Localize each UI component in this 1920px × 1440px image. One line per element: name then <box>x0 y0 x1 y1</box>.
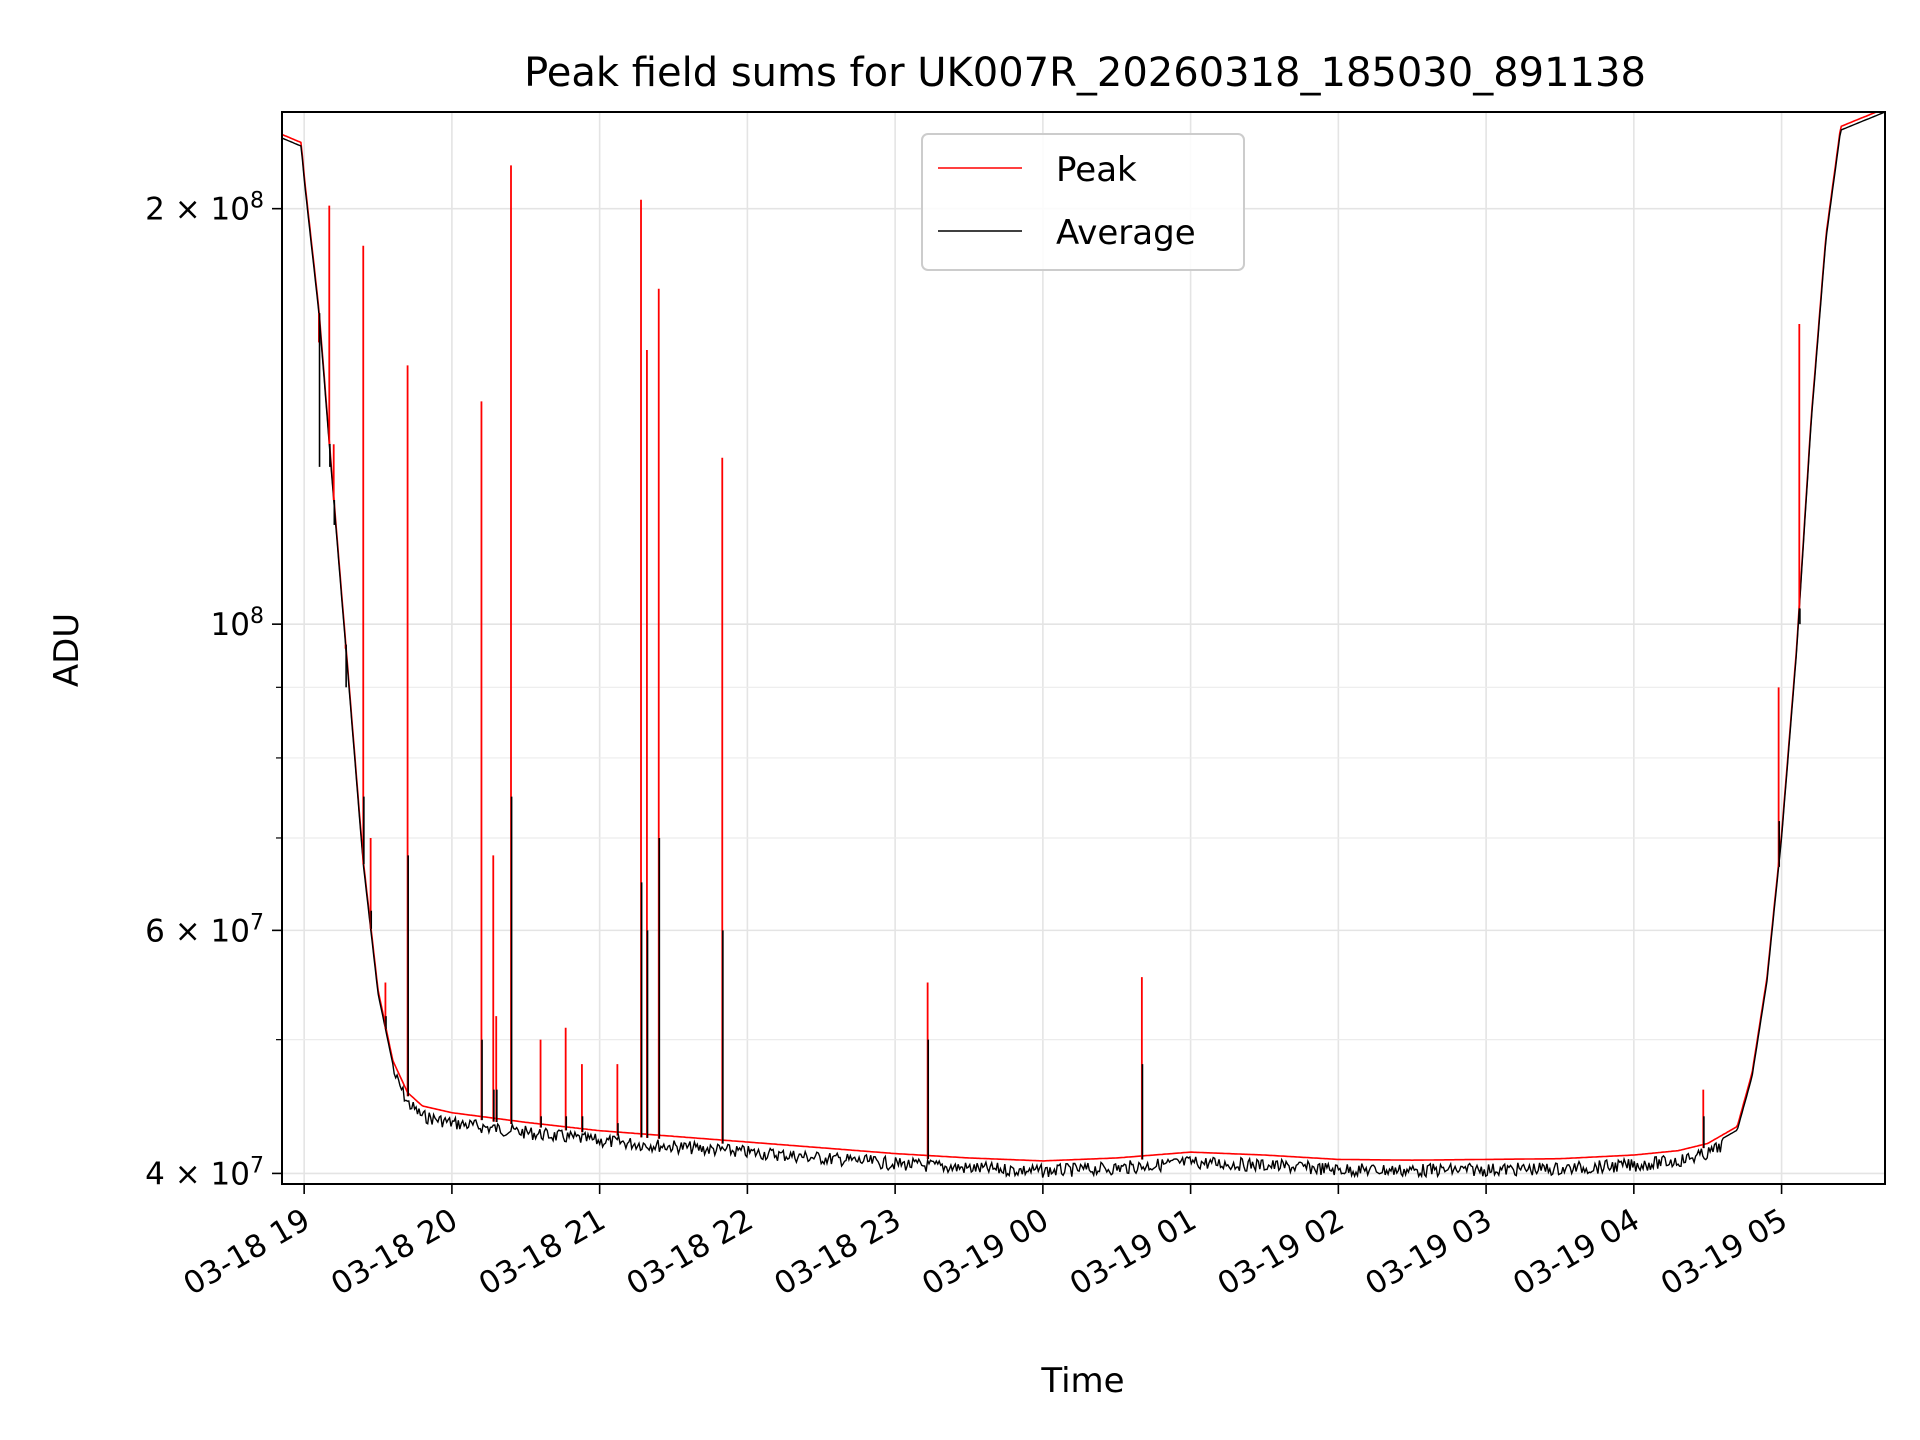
chart-title: Peak field sums for UK007R_20260318_1850… <box>524 50 1646 96</box>
peak-series-line <box>281 111 1885 1162</box>
y-tick-label: 2 × 108 <box>145 189 264 228</box>
legend: Peak Average <box>921 133 1245 271</box>
legend-peak-label: Peak <box>1056 150 1137 190</box>
y-axis-label: ADU <box>47 613 87 687</box>
axes-frame <box>281 111 1886 1185</box>
y-tick-label: 108 <box>211 604 264 643</box>
x-axis-label: Time <box>1040 1361 1124 1401</box>
y-tick-label: 6 × 107 <box>145 910 264 949</box>
plot-area <box>281 111 1886 1179</box>
y-tick-label: 4 × 107 <box>145 1153 264 1192</box>
legend-average-label: Average <box>1056 213 1196 253</box>
y-axis: 4 × 107 6 × 107 108 2 × 108 <box>145 189 282 1192</box>
average-series-line <box>281 111 1886 1179</box>
